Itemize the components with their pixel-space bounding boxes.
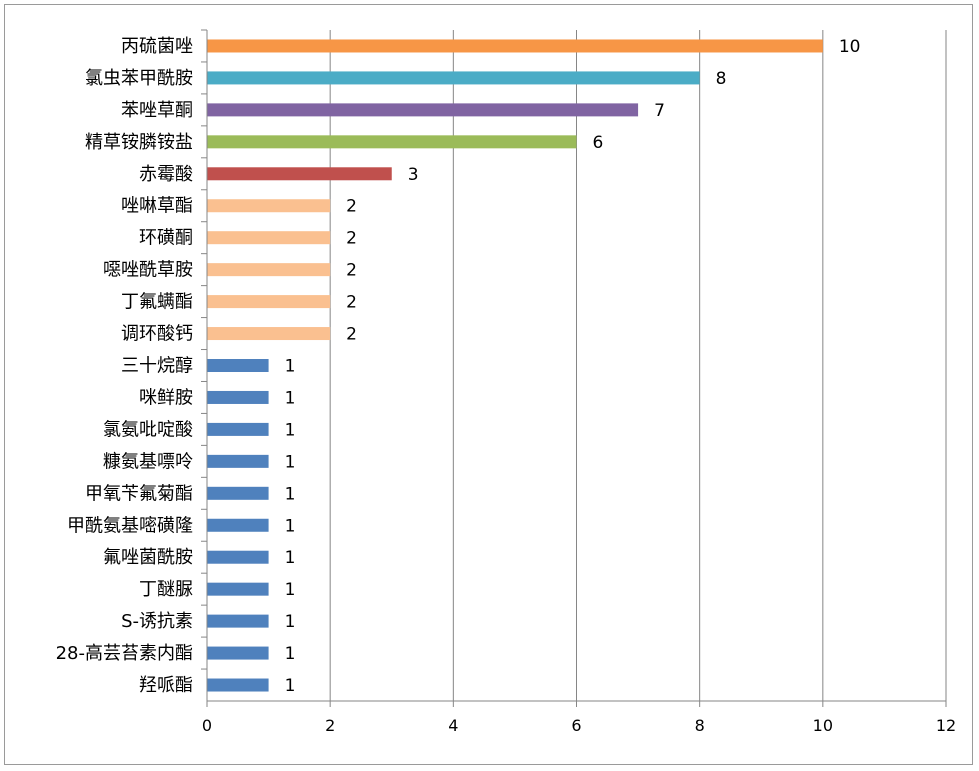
value-label: 1 [285, 420, 296, 440]
bar [207, 614, 269, 628]
x-tick-label: 4 [448, 716, 458, 735]
bar [207, 295, 331, 309]
category-label: S-诱抗素 [121, 611, 193, 632]
bar [207, 486, 269, 500]
bars [207, 39, 823, 692]
category-label: 咪鲜胺 [139, 387, 193, 408]
bar [207, 390, 269, 404]
value-label: 10 [839, 37, 861, 57]
category-label: 苯唑草酮 [121, 100, 193, 121]
x-tick-label: 6 [571, 716, 581, 735]
value-label: 2 [346, 197, 357, 217]
bar [207, 550, 269, 564]
value-label: 2 [346, 229, 357, 249]
bar [207, 582, 269, 596]
chart-frame [4, 4, 973, 765]
bar [207, 359, 269, 372]
value-label: 1 [285, 452, 296, 472]
value-label: 3 [408, 165, 419, 185]
bar [207, 422, 269, 436]
bar [207, 199, 331, 213]
bar [207, 103, 639, 117]
value-label: 7 [654, 101, 665, 121]
bar [207, 327, 331, 341]
category-label: 甲酰氨基嘧磺隆 [67, 515, 193, 536]
category-label: 噁唑酰草胺 [103, 260, 193, 281]
bar [207, 167, 392, 181]
value-label: 1 [285, 644, 296, 664]
value-label: 2 [346, 293, 357, 313]
value-label: 1 [285, 612, 296, 632]
value-label: 1 [285, 548, 296, 568]
axes [201, 29, 947, 707]
category-label: 丁氟螨酯 [121, 292, 193, 313]
value-label: 8 [716, 69, 727, 89]
bar [207, 646, 269, 660]
value-label: 2 [346, 261, 357, 281]
category-label: 精草铵膦铵盐 [85, 132, 193, 153]
category-label: 氯虫苯甲酰胺 [85, 68, 193, 89]
x-tick-label: 12 [936, 716, 956, 735]
category-label: 28-高芸苔素内酯 [56, 643, 193, 664]
category-label: 三十烷醇 [121, 356, 193, 377]
bar [207, 518, 269, 532]
category-label: 糠氨基嘌呤 [103, 450, 193, 472]
bar [207, 454, 269, 468]
bar [207, 231, 331, 245]
category-label: 赤霉酸 [139, 164, 193, 185]
value-label: 2 [346, 325, 357, 345]
category-label: 氯氨吡啶酸 [103, 419, 193, 440]
value-label: 1 [285, 388, 296, 408]
value-label: 1 [285, 484, 296, 504]
category-label: 唑啉草酯 [121, 196, 193, 217]
bar [207, 263, 331, 277]
category-label: 调环酸钙 [121, 324, 193, 345]
value-label: 1 [285, 357, 296, 377]
x-tick-label: 0 [202, 716, 212, 735]
category-label: 氟唑菌酰胺 [103, 547, 193, 568]
category-label: 羟哌酯 [139, 675, 193, 696]
category-label: 甲氧苄氟菊酯 [85, 483, 193, 504]
value-label: 1 [285, 676, 296, 696]
value-label: 6 [593, 133, 604, 153]
value-label: 1 [285, 516, 296, 536]
bar [207, 135, 577, 149]
x-tick-label: 2 [325, 716, 335, 735]
bar [207, 678, 269, 692]
x-tick-label: 8 [695, 716, 705, 735]
category-label: 环磺酮 [139, 228, 193, 249]
category-label: 丙硫菌唑 [121, 36, 193, 57]
x-tick-label: 10 [813, 716, 833, 735]
gridlines [329, 30, 947, 701]
bar [207, 71, 700, 85]
bar [207, 39, 823, 53]
category-label: 丁醚脲 [139, 579, 193, 600]
value-label: 1 [285, 580, 296, 600]
